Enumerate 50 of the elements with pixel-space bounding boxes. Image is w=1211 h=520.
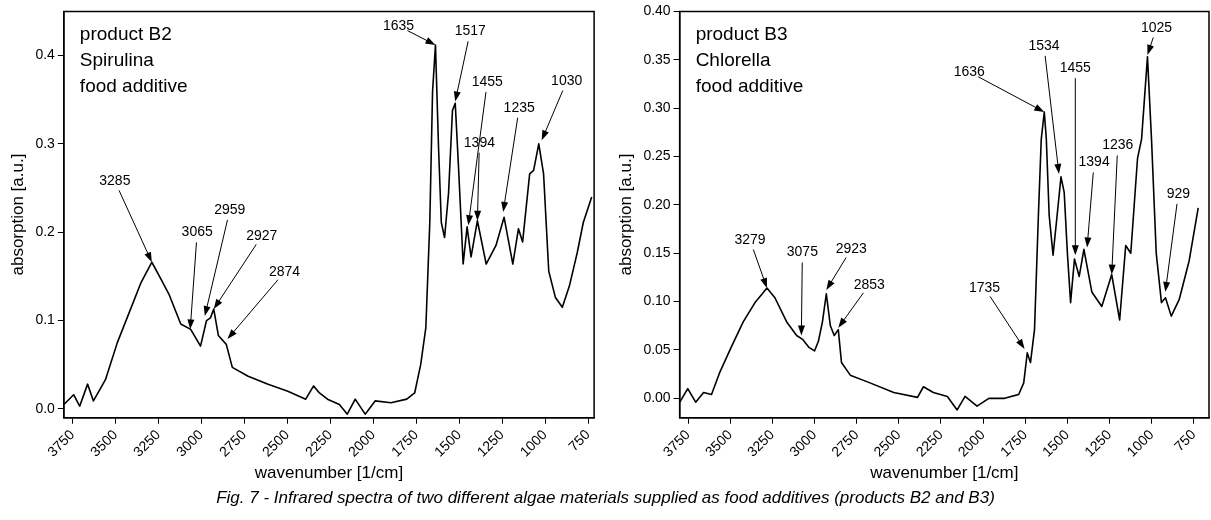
annotation: 1394 xyxy=(463,133,496,150)
y-tick-label: 0.40 xyxy=(643,2,671,19)
annotation: 1455 xyxy=(1059,59,1092,76)
y-tick-label: 0.1 xyxy=(35,311,56,328)
annotation: 2853 xyxy=(853,275,886,292)
annotation: 3065 xyxy=(181,223,213,240)
y-tick-label: 0.30 xyxy=(643,99,671,115)
y-tick-label: 0.4 xyxy=(35,46,56,63)
y-tick-label: 0.00 xyxy=(643,389,671,406)
caption: Fig. 7 - Infrared spectra of two different algae materials supplied as food additives (products B2 and B3) xyxy=(215,488,996,508)
annotation: 1030 xyxy=(551,72,583,89)
annotation: 2874 xyxy=(268,262,301,279)
annotation: 929 xyxy=(1166,184,1191,201)
annotation: 1517 xyxy=(454,22,487,39)
y-tick-label: 0.20 xyxy=(643,195,671,212)
x-tick-label: 750 xyxy=(565,426,594,455)
annotation: 1636 xyxy=(953,62,986,79)
y-axis-title: absorption [a.u.] xyxy=(7,153,27,276)
annotation: 1025 xyxy=(1140,18,1173,35)
y-tick-label: 0.05 xyxy=(643,340,671,357)
annotation: 1635 xyxy=(382,16,415,33)
y-tick-label: 0.0 xyxy=(35,399,56,416)
x-axis-title: wavenumber [1/cm] xyxy=(869,463,1019,483)
annotation: 3279 xyxy=(734,230,766,247)
x-tick-label: 750 xyxy=(1170,426,1199,455)
annotation: 2927 xyxy=(246,226,278,243)
y-tick-label: 0.35 xyxy=(643,50,671,67)
annotation: 1394 xyxy=(1078,153,1110,170)
annotation: 3075 xyxy=(786,243,819,260)
y-tick-label: 0.2 xyxy=(35,223,56,240)
y-tick-label: 0.25 xyxy=(643,147,671,164)
annotation: 1455 xyxy=(471,73,504,90)
y-tick-label: 0.10 xyxy=(643,292,671,309)
annotation: product B2 xyxy=(79,23,172,45)
annotation: 2959 xyxy=(214,200,246,217)
annotation: 3285 xyxy=(99,172,131,189)
y-tick-label: 0.3 xyxy=(35,134,56,151)
annotation: product B3 xyxy=(695,23,788,45)
annotation: Spirulina xyxy=(79,49,155,71)
annotation: food additive xyxy=(695,75,804,97)
annotation: 1235 xyxy=(503,98,535,115)
annotation: 2923 xyxy=(835,239,868,256)
annotation: food additive xyxy=(79,75,188,97)
annotation: 1534 xyxy=(1028,36,1060,53)
annotation: Chlorella xyxy=(695,49,772,71)
y-tick-label: 0.15 xyxy=(643,244,671,261)
x-axis-title: wavenumber [1/cm] xyxy=(253,463,404,483)
y-axis-title: absorption [a.u.] xyxy=(615,153,635,276)
annotation: 1236 xyxy=(1102,136,1134,153)
annotation: 1735 xyxy=(968,278,1001,295)
